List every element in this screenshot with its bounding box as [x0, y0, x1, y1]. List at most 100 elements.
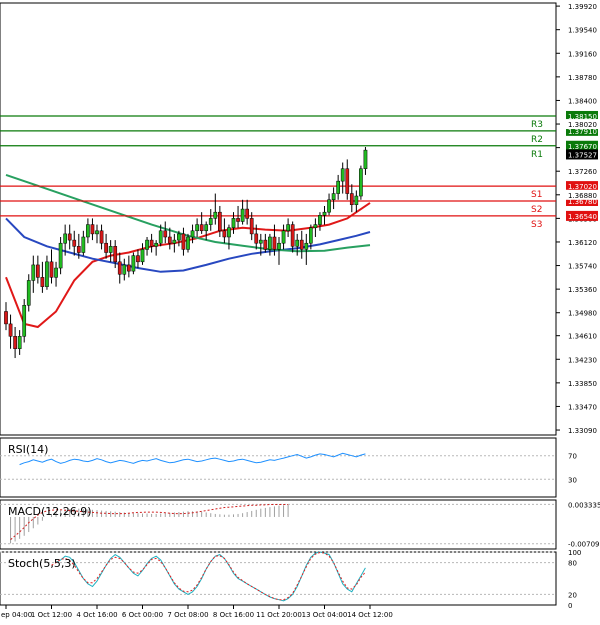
price-tick-label: 1.39920 — [568, 3, 597, 11]
level-price-tag-bg — [566, 196, 598, 206]
level-price-tag-bg — [566, 210, 598, 221]
price-tick-label: 1.33090 — [568, 427, 597, 435]
candle-up — [81, 236, 86, 253]
level-price-tag: 1.36540 — [568, 213, 597, 221]
price-tick-label: 1.33850 — [568, 380, 597, 388]
indicator-level-label: -0.007093 — [568, 541, 600, 549]
indicator-level-label: 0.003335 — [568, 501, 600, 509]
time-tick-label: 6 Oct 00:00 — [122, 611, 163, 619]
candle-up — [331, 193, 336, 201]
price-tick-label: 1.33470 — [568, 403, 597, 411]
level-label-s2: S2 — [531, 205, 542, 215]
indicator-level-label: 70 — [568, 453, 577, 461]
price-tick-label: 1.38400 — [568, 97, 597, 105]
candle-up — [322, 211, 327, 216]
candle-up — [140, 249, 145, 263]
indicator-level-label: 100 — [568, 549, 581, 557]
candle-up — [26, 280, 31, 306]
indicator-level-label: 80 — [568, 560, 577, 568]
macd-panel: 0.003335 -0.007093 MACD(12,26,9) — [0, 499, 600, 550]
time-axis: ep 04:001 Oct 12:00 4 Oct 16:00 6 Oct 00:0… — [0, 604, 556, 619]
candle-up — [309, 227, 313, 244]
candle-down — [76, 246, 81, 253]
candle-down — [117, 261, 122, 275]
price-tick-label: 1.36120 — [568, 239, 597, 247]
candle-up — [304, 242, 309, 250]
level-label-r2: R2 — [531, 135, 543, 145]
candle-up — [122, 264, 127, 275]
axis-tag-bg — [566, 119, 598, 130]
main-price-panel: 1.39920 1.39540 1.39160 1.38780 1.38400 1.380… — [0, 2, 598, 436]
candlestick-series — [4, 147, 368, 359]
candle-down — [249, 218, 254, 235]
candle-up — [318, 215, 322, 225]
indicator-level-label: 30 — [568, 476, 577, 484]
candle-down — [181, 233, 186, 250]
candle-down — [218, 211, 222, 232]
candle-up — [172, 239, 177, 244]
axis-tag-bg — [566, 189, 598, 200]
axis-tag: 1.38020 — [568, 121, 597, 129]
candle-down — [99, 230, 104, 244]
rsi-line — [19, 452, 366, 466]
level-label-r3: R3 — [531, 120, 543, 130]
candle-up — [363, 149, 368, 169]
level-price-tag-bg — [566, 181, 598, 192]
indicator-frame — [0, 551, 557, 606]
candle-up — [240, 208, 245, 222]
price-tick-label: 1.35740 — [568, 263, 597, 271]
candle-up — [177, 233, 181, 241]
level-price-tag: 1.38150 — [568, 113, 597, 121]
time-tick-label: ep 04:00 — [1, 611, 32, 619]
candle-up — [63, 233, 67, 244]
level-price-tag-bg — [566, 125, 598, 136]
candle-up — [54, 267, 58, 278]
candle-up — [295, 239, 300, 247]
candle-up — [258, 239, 263, 244]
price-tick-label: 1.34230 — [568, 356, 597, 364]
indicator-level-label: 20 — [568, 591, 577, 599]
time-tick-label: 4 Oct 16:00 — [76, 611, 117, 619]
price-tick-label: 1.35360 — [568, 286, 597, 294]
candle-up — [204, 224, 209, 232]
candle-down — [254, 233, 259, 244]
candle-up — [22, 305, 27, 337]
candle-up — [154, 242, 159, 247]
candle-down — [167, 236, 172, 244]
time-tick-label: 7 Oct 08:00 — [167, 611, 208, 619]
candle-up — [277, 242, 281, 250]
candle-down — [245, 208, 250, 219]
candle-up — [286, 224, 290, 232]
moving-average-line-2 — [5, 217, 371, 273]
candle-up — [213, 211, 218, 219]
candle-down — [49, 261, 54, 278]
candle-up — [208, 218, 213, 225]
indicator-name: RSI(14) — [8, 443, 48, 456]
candle-up — [108, 246, 113, 253]
candle-down — [113, 246, 118, 263]
candle-down — [90, 224, 95, 235]
moving-average-lines — [5, 173, 371, 329]
rsi-panel: 70 30 RSI(14) — [0, 437, 577, 498]
candle-up — [313, 224, 318, 228]
level-label-s1: S1 — [531, 190, 542, 200]
candle-down — [72, 239, 77, 247]
candle-up — [340, 168, 345, 182]
candle-down — [236, 218, 240, 222]
main-panel-frame — [0, 2, 557, 436]
level-price-tag-bg — [566, 140, 598, 151]
candle-up — [268, 236, 272, 250]
candle-down — [345, 168, 350, 194]
candle-down — [299, 239, 304, 250]
candle-down — [36, 264, 40, 278]
candle-up — [327, 199, 331, 213]
price-tick-label: 1.37260 — [568, 168, 597, 176]
price-tick-label: 1.39540 — [568, 27, 597, 35]
candle-down — [263, 239, 268, 250]
candle-up — [336, 180, 340, 194]
price-tick-label: 1.38780 — [568, 74, 597, 82]
candle-down — [4, 311, 8, 325]
candle-up — [145, 239, 149, 250]
candle-up — [354, 195, 359, 205]
